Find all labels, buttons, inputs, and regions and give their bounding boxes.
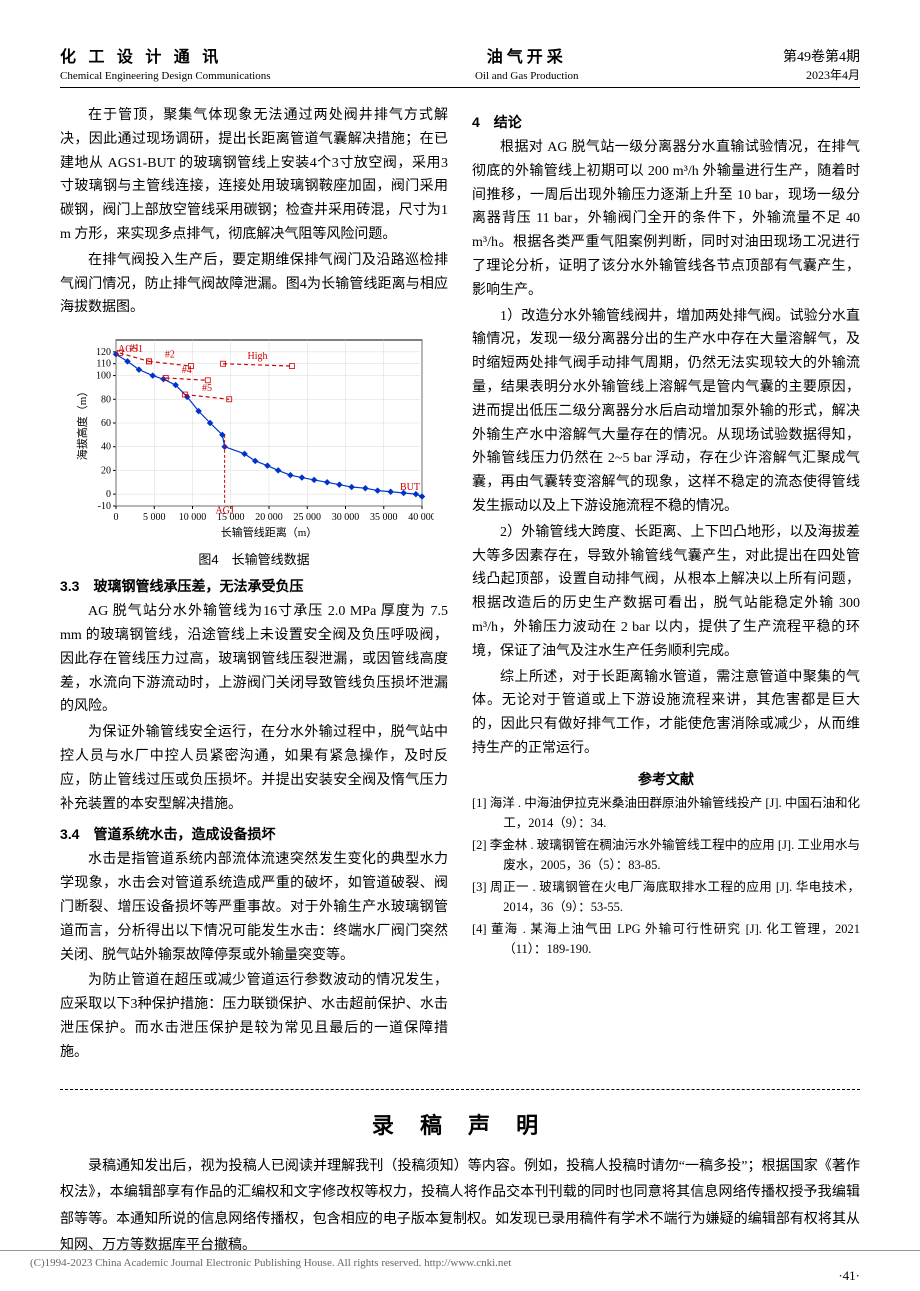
notice-separator bbox=[60, 1089, 860, 1090]
section-name-en: Oil and Gas Production bbox=[271, 69, 784, 83]
reference-item: [1] 海洋 . 中海油伊拉克米桑油田群原油外输管线投产 [J]. 中国石油和化… bbox=[472, 793, 860, 833]
svg-text:#2: #2 bbox=[165, 350, 175, 361]
para: 1）改造分水外输管线阀井，增加两处排气阀。试验分水直输情况，发现一级分离器分出的… bbox=[472, 305, 860, 519]
footer-copyright: (C)1994-2023 China Academic Journal Elec… bbox=[0, 1250, 920, 1269]
svg-text:40: 40 bbox=[101, 442, 111, 453]
notice-body: 录稿通知发出后，视为投稿人已阅读并理解我刊（投稿须知）等内容。例如，投稿人投稿时… bbox=[60, 1154, 860, 1260]
svg-text:长输管线距离（m）: 长输管线距离（m） bbox=[221, 525, 318, 539]
svg-text:30 000: 30 000 bbox=[332, 512, 360, 523]
svg-text:120: 120 bbox=[96, 347, 111, 358]
references-title: 参考文献 bbox=[472, 769, 860, 789]
notice-para: 录稿通知发出后，视为投稿人已阅读并理解我刊（投稿须知）等内容。例如，投稿人投稿时… bbox=[60, 1154, 860, 1260]
section-3-4-title: 3.4 管道系统水击，造成设备损坏 bbox=[60, 824, 448, 844]
svg-text:20: 20 bbox=[101, 466, 111, 477]
para: 为保证外输管线安全运行，在分水外输过程中，脱气站中控人员与水厂中控人员紧密沟通，… bbox=[60, 721, 448, 816]
journal-name-en: Chemical Engineering Design Communicatio… bbox=[60, 69, 271, 83]
header-center: 油气开采 Oil and Gas Production bbox=[271, 48, 784, 83]
pipeline-chart: -1002040608010011012005 00010 00015 0002… bbox=[74, 330, 434, 540]
para: AG 脱气站分水外输管线为16寸承压 2.0 MPa 厚度为 7.5 mm 的玻… bbox=[60, 600, 448, 719]
reference-item: [3] 周正一 . 玻璃钢管在火电厂海底取排水工程的应用 [J]. 华电技术，2… bbox=[472, 877, 860, 917]
svg-text:0: 0 bbox=[106, 489, 111, 500]
reference-list: [1] 海洋 . 中海油伊拉克米桑油田群原油外输管线投产 [J]. 中国石油和化… bbox=[472, 793, 860, 959]
para: 为防止管道在超压或减少管道运行参数波动的情况发生，应采取以下3种保护措施：压力联… bbox=[60, 969, 448, 1064]
page-header: 化 工 设 计 通 讯 Chemical Engineering Design … bbox=[60, 48, 860, 88]
svg-text:80: 80 bbox=[101, 395, 111, 406]
article-body: 在于管顶，聚集气体现象无法通过两处阀井排气方式解决，因此通过现场调研，提出长距离… bbox=[60, 104, 860, 1067]
reference-item: [4] 董海 . 某海上油气田 LPG 外输可行性研究 [J]. 化工管理，20… bbox=[472, 919, 860, 959]
svg-text:60: 60 bbox=[101, 418, 111, 429]
section-3-3-title: 3.3 玻璃钢管线承压差，无法承受负压 bbox=[60, 576, 448, 596]
para: 2）外输管线大跨度、长距离、上下凹凸地形，以及海拔差大等多因素存在，导致外输管线… bbox=[472, 521, 860, 664]
svg-text:BUT: BUT bbox=[400, 482, 420, 493]
issue-line: 第49卷第4期 bbox=[783, 49, 860, 67]
section-name-cn: 油气开采 bbox=[271, 48, 784, 69]
para: 在排气阀投入生产后，要定期维保排气阀门及沿路巡检排气阀门情况，防止排气阀故障泄漏… bbox=[60, 249, 448, 320]
svg-text:10 000: 10 000 bbox=[179, 512, 207, 523]
svg-text:0: 0 bbox=[114, 512, 119, 523]
right-column: 4 结论 根据对 AG 脱气站一级分离器分水直输试验情况，在排气彻底的外输管线上… bbox=[472, 104, 860, 1067]
svg-text:AGJ: AGJ bbox=[215, 506, 233, 517]
svg-text:110: 110 bbox=[96, 359, 111, 370]
svg-text:5 000: 5 000 bbox=[143, 512, 166, 523]
para: 根据对 AG 脱气站一级分离器分水直输试验情况，在排气彻底的外输管线上初期可以 … bbox=[472, 136, 860, 303]
svg-text:海拔高度（m）: 海拔高度（m） bbox=[75, 386, 89, 461]
svg-text:20 000: 20 000 bbox=[255, 512, 283, 523]
figure-caption: 图4 长输管线数据 bbox=[60, 549, 448, 568]
reference-item: [2] 李金林 . 玻璃钢管在稠油污水外输管线工程中的应用 [J]. 工业用水与… bbox=[472, 835, 860, 875]
svg-text:High: High bbox=[248, 351, 268, 362]
header-left: 化 工 设 计 通 讯 Chemical Engineering Design … bbox=[60, 48, 271, 83]
svg-text:100: 100 bbox=[96, 371, 111, 382]
svg-text:#5: #5 bbox=[202, 383, 212, 394]
para: 综上所述，对于长距离输水管道，需注意管道中聚集的气体。无论对于管道或上下游设施流… bbox=[472, 666, 860, 761]
page-number: ·41· bbox=[60, 1268, 860, 1284]
svg-text:AGS1: AGS1 bbox=[118, 344, 143, 355]
header-right: 第49卷第4期 2023年4月 bbox=[783, 49, 860, 83]
svg-text:40 000: 40 000 bbox=[408, 512, 434, 523]
date-line: 2023年4月 bbox=[783, 68, 860, 84]
section-4-title: 4 结论 bbox=[472, 112, 860, 132]
para: 水击是指管道系统内部流体流速突然发生变化的典型水力学现象，水击会对管道系统造成严… bbox=[60, 848, 448, 967]
journal-name-cn: 化 工 设 计 通 讯 bbox=[60, 48, 271, 69]
svg-text:35 000: 35 000 bbox=[370, 512, 398, 523]
svg-text:25 000: 25 000 bbox=[294, 512, 322, 523]
para: 在于管顶，聚集气体现象无法通过两处阀井排气方式解决，因此通过现场调研，提出长距离… bbox=[60, 104, 448, 247]
figure-4: -1002040608010011012005 00010 00015 0002… bbox=[60, 330, 448, 568]
left-column: 在于管顶，聚集气体现象无法通过两处阀井排气方式解决，因此通过现场调研，提出长距离… bbox=[60, 104, 448, 1067]
notice-title: 录 稿 声 明 bbox=[60, 1108, 860, 1140]
svg-text:-10: -10 bbox=[98, 501, 111, 512]
svg-text:#4: #4 bbox=[182, 365, 192, 376]
